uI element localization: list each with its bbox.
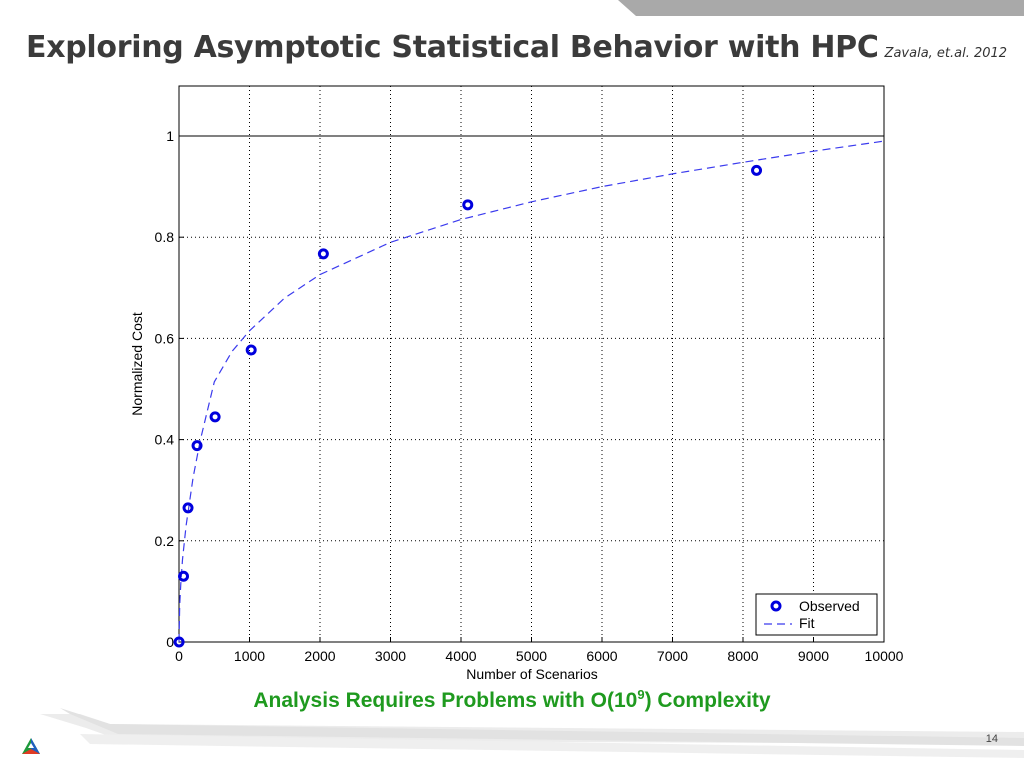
footer-swoosh-3 [80,734,1024,758]
caption-text-before: Analysis Requires Problems with O(10 [253,689,638,712]
observed-point [173,636,185,648]
observed-point [191,440,203,452]
x-tick-label: 1000 [234,648,265,664]
y-tick-label: 1 [166,128,174,144]
y-tick-label: 0 [166,634,174,650]
observed-point [182,502,194,514]
observed-point [209,411,221,423]
fit-line [178,140,885,643]
observed-point [751,164,763,176]
caption-exponent: 9 [637,687,645,702]
y-tick-label: 0.4 [155,432,175,448]
legend: Observed Fit [755,593,878,636]
fit-layer [178,140,885,643]
logo-icon [22,738,40,754]
x-axis-label: Number of Scenarios [466,666,598,682]
observed-point [178,570,190,582]
header-band [618,0,1024,16]
caption: Analysis Requires Problems with O(109) C… [0,687,1024,713]
caption-text-after: ) Complexity [644,689,771,712]
x-tick-label: 9000 [798,648,829,664]
observed-point [462,199,474,211]
citation: Zavala, et.al. 2012 [884,46,1008,61]
footer-decoration [22,708,1024,758]
legend-observed-marker [770,600,782,612]
x-tick-label: 3000 [375,648,406,664]
tick-labels: 0 1000 2000 3000 4000 5000 6000 7000 8000 9000 100… [155,128,904,664]
legend-fit-label: Fit [799,615,815,631]
x-tick-label: 6000 [586,648,617,664]
y-tick-label: 0.2 [155,533,175,549]
observed-point [245,344,257,356]
y-tick-label: 0.8 [155,229,175,245]
y-axis-label: Normalized Cost [129,312,145,416]
observed-markers [173,164,763,648]
x-tick-label: 5000 [516,648,547,664]
legend-observed-label: Observed [799,598,860,614]
x-tick-label: 0 [175,648,183,664]
y-tick-label: 0.6 [155,330,175,346]
observed-point [317,248,329,260]
x-tick-label: 2000 [304,648,335,664]
x-tick-label: 4000 [445,648,476,664]
chart: 0 1000 2000 3000 4000 5000 6000 7000 8000 9000 100… [129,85,904,682]
x-tick-label: 8000 [727,648,758,664]
slide-title-text: Exploring Asymptotic Statistical Behavio… [26,30,879,65]
page-number: 14 [985,733,998,745]
footer-swoosh-2 [60,708,1024,746]
x-tick-label: 7000 [657,648,688,664]
x-tick-label: 10000 [865,648,904,664]
slide-title: Exploring Asymptotic Statistical Behavio… [26,30,1007,65]
